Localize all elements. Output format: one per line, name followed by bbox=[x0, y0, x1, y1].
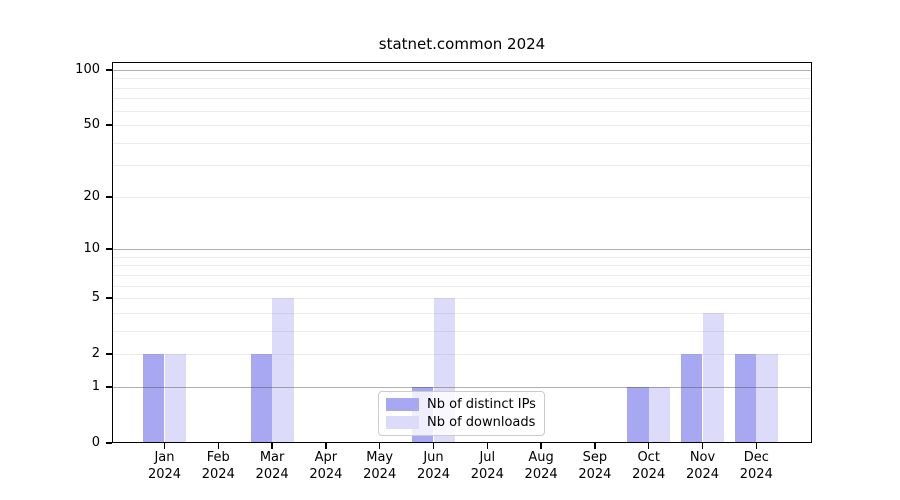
y-axis-tick-label: 100 bbox=[75, 62, 100, 77]
minor-gridline bbox=[112, 142, 812, 144]
x-axis-month-label: Mar bbox=[259, 450, 285, 465]
minor-gridline bbox=[112, 78, 812, 80]
bar-downloads-jan bbox=[164, 354, 187, 443]
x-axis-year-label: 2024 bbox=[470, 467, 504, 482]
x-axis-tick bbox=[163, 443, 166, 449]
x-axis-tick-label: Jan 2024 bbox=[130, 449, 200, 483]
minor-gridline bbox=[112, 285, 812, 287]
x-axis-tick-label: Sep 2024 bbox=[560, 449, 630, 483]
x-axis-tick bbox=[594, 443, 596, 449]
x-axis-year-label: 2024 bbox=[147, 467, 182, 482]
y-axis-tick bbox=[106, 442, 112, 444]
x-axis-tick bbox=[755, 443, 758, 449]
x-axis-tick-label: Mar 2024 bbox=[237, 449, 307, 483]
x-axis-month-label: Jun bbox=[423, 450, 444, 465]
x-axis-tick bbox=[325, 443, 327, 449]
x-axis-month-label: Apr bbox=[314, 450, 338, 465]
y-axis-tick bbox=[106, 353, 112, 355]
x-axis-tick bbox=[540, 443, 542, 449]
x-axis-tick-label: Jul 2024 bbox=[452, 449, 522, 483]
major-gridline bbox=[112, 70, 812, 71]
minor-gridline bbox=[112, 256, 812, 258]
x-axis-month-label: Jul bbox=[479, 450, 496, 465]
x-axis-month-label: Jan bbox=[154, 450, 175, 465]
x-axis-year-label: 2024 bbox=[309, 467, 343, 482]
x-axis-year-label: 2024 bbox=[632, 467, 666, 482]
legend: Nb of distinct IPs Nb of downloads bbox=[378, 391, 545, 436]
legend-entry-distinct-ips: Nb of distinct IPs bbox=[386, 397, 536, 412]
x-axis-tick bbox=[217, 443, 220, 449]
y-axis-tick bbox=[106, 248, 112, 250]
x-axis-month-label: May bbox=[366, 450, 394, 465]
x-axis-year-label: 2024 bbox=[685, 467, 720, 482]
x-axis-year-label: 2024 bbox=[201, 467, 235, 482]
x-axis-tick-label: Feb 2024 bbox=[183, 449, 253, 483]
y-axis-tick-label: 50 bbox=[83, 117, 100, 133]
minor-gridline bbox=[112, 196, 812, 198]
y-axis-tick bbox=[106, 386, 112, 388]
minor-gridline bbox=[112, 125, 812, 127]
y-axis-tick-label: 10 bbox=[83, 241, 100, 257]
legend-entry-downloads: Nb of downloads bbox=[386, 415, 536, 430]
x-axis-month-label: Nov bbox=[689, 450, 716, 465]
legend-swatch-distinct-ips bbox=[386, 398, 419, 411]
y-axis-tick-label: 5 bbox=[91, 290, 100, 306]
x-axis-tick bbox=[701, 443, 704, 449]
bar-downloads-mar bbox=[272, 298, 294, 443]
x-axis-tick bbox=[378, 443, 381, 449]
y-axis-tick bbox=[106, 69, 112, 71]
minor-gridline bbox=[112, 110, 812, 112]
major-gridline bbox=[112, 249, 812, 251]
x-axis-year-label: 2024 bbox=[363, 467, 397, 482]
chart-title: statnet.common 2024 bbox=[378, 35, 546, 53]
legend-label: Nb of distinct IPs bbox=[427, 397, 536, 412]
x-axis-month-label: Dec bbox=[743, 450, 769, 465]
x-axis-tick-label: Dec 2024 bbox=[721, 449, 791, 483]
x-axis-tick bbox=[647, 443, 650, 449]
x-axis-tick-label: Jun 2024 bbox=[399, 449, 469, 483]
minor-gridline bbox=[112, 87, 812, 89]
y-axis-tick-label: 1 bbox=[91, 378, 100, 394]
legend-label: Nb of downloads bbox=[427, 415, 536, 430]
minor-gridline bbox=[112, 298, 812, 300]
x-axis-year-label: 2024 bbox=[416, 467, 451, 482]
y-axis-tick bbox=[106, 124, 112, 126]
bar-distinct-ips-jan bbox=[142, 354, 165, 443]
x-axis-month-label: Oct bbox=[637, 450, 660, 465]
bar-downloads-dec bbox=[756, 354, 778, 443]
legend-swatch-downloads bbox=[386, 416, 419, 429]
x-axis-year-label: 2024 bbox=[739, 467, 773, 482]
x-axis-tick bbox=[432, 443, 435, 449]
y-axis-tick-label: 2 bbox=[91, 346, 100, 362]
x-axis-month-label: Sep bbox=[582, 450, 608, 465]
x-axis-year-label: 2024 bbox=[255, 467, 289, 482]
y-axis-tick bbox=[106, 297, 112, 299]
bar-downloads-nov bbox=[702, 312, 725, 443]
bar-distinct-ips-oct bbox=[627, 386, 649, 443]
bar-distinct-ips-nov bbox=[680, 354, 703, 443]
x-axis-tick-label: May 2024 bbox=[345, 449, 415, 483]
x-axis-year-label: 2024 bbox=[524, 467, 558, 482]
y-axis-tick bbox=[106, 196, 112, 198]
x-axis-tick-label: Apr 2024 bbox=[291, 449, 361, 483]
minor-gridline bbox=[112, 98, 812, 100]
bar-distinct-ips-dec bbox=[734, 354, 757, 443]
bar-downloads-oct bbox=[648, 386, 671, 443]
x-axis-month-label: Aug bbox=[528, 450, 554, 465]
bar-distinct-ips-mar bbox=[250, 354, 273, 443]
minor-gridline bbox=[112, 274, 812, 276]
x-axis-tick bbox=[271, 443, 273, 449]
x-axis-tick bbox=[486, 443, 489, 449]
minor-gridline bbox=[112, 165, 812, 167]
x-axis-tick-label: Oct 2024 bbox=[614, 449, 684, 483]
y-axis-tick-label: 0 bbox=[91, 435, 100, 450]
minor-gridline bbox=[112, 265, 812, 267]
y-axis-tick-label: 20 bbox=[83, 188, 100, 204]
x-axis-month-label: Feb bbox=[206, 450, 230, 465]
x-axis-year-label: 2024 bbox=[578, 467, 612, 482]
x-axis-tick-label: Nov 2024 bbox=[668, 449, 738, 483]
x-axis-tick-label: Aug 2024 bbox=[506, 449, 576, 483]
